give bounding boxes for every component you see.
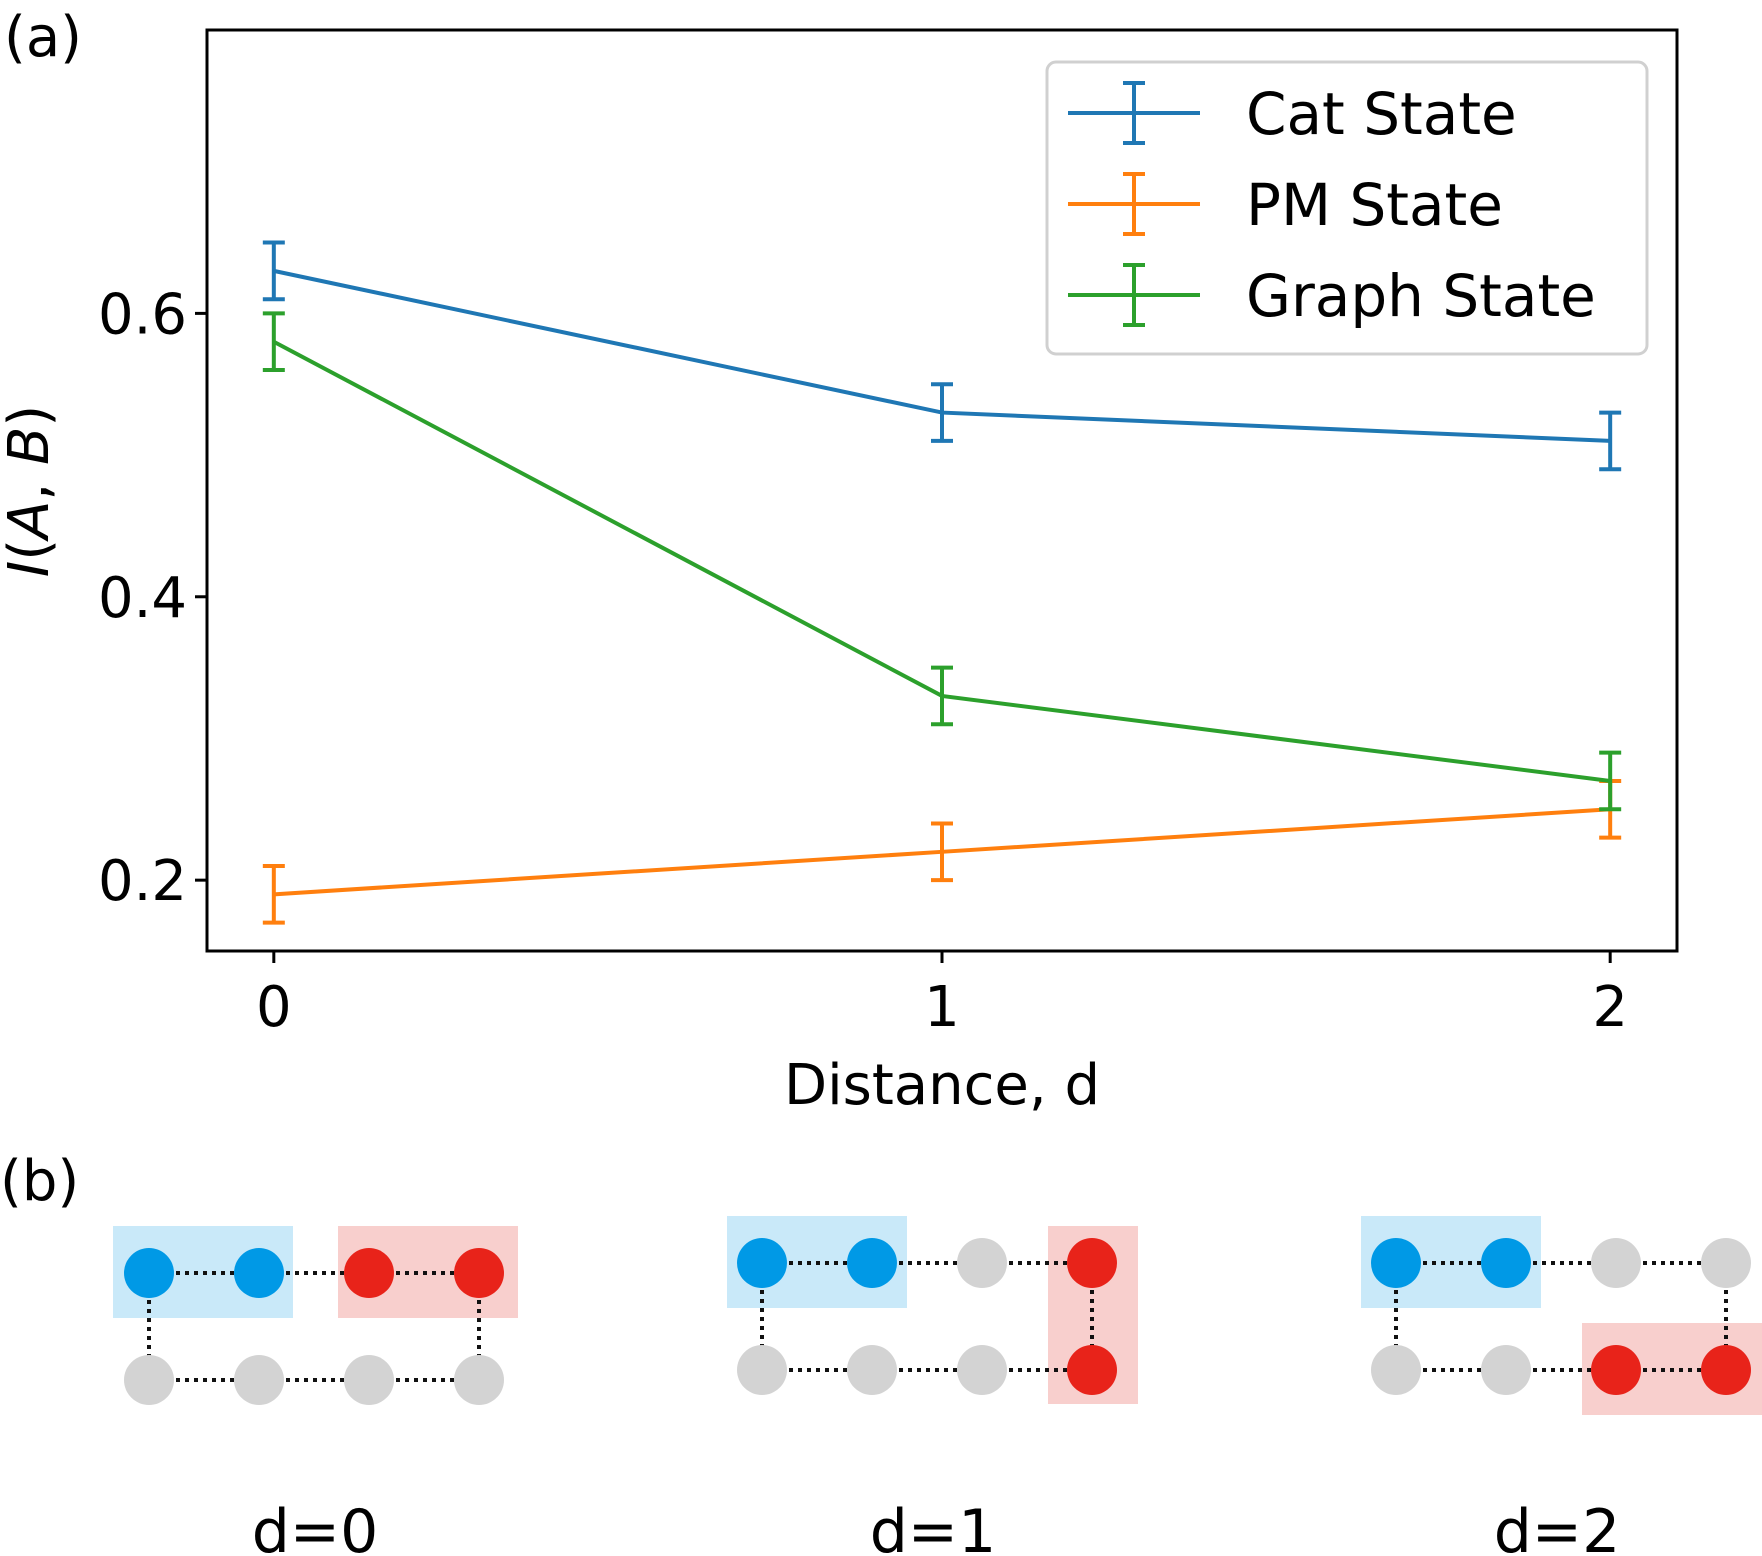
error-bar: [1599, 750, 1622, 812]
x-axis-label: Distance, d: [784, 1053, 1100, 1118]
y-tick-label: 0.4: [98, 566, 187, 631]
subsystem-b-node: [454, 1248, 504, 1298]
subsystem-b-node: [1701, 1345, 1751, 1395]
legend-entry: PM State: [1068, 171, 1503, 239]
legend-box: [1045, 60, 1649, 356]
diagram-d1: d=1: [727, 1216, 1138, 1556]
panel-b-label: (b): [0, 1149, 79, 1214]
subsystem-a-node: [847, 1238, 897, 1288]
subsystem-a-node: [1481, 1238, 1531, 1288]
y-tick-label: 0.2: [98, 849, 187, 914]
error-bar: [931, 821, 953, 883]
series-layer: [262, 240, 1622, 925]
y-axis-label-part: B: [0, 427, 62, 465]
axis-ticks: 0 1 2 0.2 0.4 0.6: [98, 282, 1628, 1040]
lattice-node: [737, 1345, 787, 1395]
subsystem-b-node: [344, 1248, 394, 1298]
error-bar: [1599, 410, 1622, 472]
legend-entries: Cat State PM State Graph State: [1068, 80, 1596, 330]
error-bar: [931, 665, 953, 727]
lattice-node: [957, 1345, 1007, 1395]
subsystem-a-node: [737, 1238, 787, 1288]
legend: Cat State PM State Graph State: [1045, 60, 1649, 356]
lattice-node: [454, 1355, 504, 1405]
lattice-node: [344, 1355, 394, 1405]
diagram-d0: d=0: [113, 1226, 518, 1556]
subsystem-b-node: [1067, 1345, 1117, 1395]
line-chart: 0 1 2 0.2 0.4 0.6 Distance, d I(A, B) Cat Sta…: [0, 28, 1679, 1118]
x-tick-label: 2: [1592, 975, 1628, 1040]
subsystem-a-node: [124, 1248, 174, 1298]
diagram-caption: d=0: [252, 1497, 379, 1556]
error-bar: [262, 240, 285, 302]
legend-label: PM State: [1246, 171, 1503, 239]
y-axis-label-part: (: [0, 539, 62, 561]
lattice-node: [957, 1238, 1007, 1288]
subsystem-b-node: [1591, 1345, 1641, 1395]
diagram-d2: d=2: [1361, 1216, 1762, 1556]
lattice-node: [1701, 1238, 1751, 1288]
lattice-node: [847, 1345, 897, 1395]
legend-entry: Cat State: [1068, 80, 1517, 148]
legend-label: Cat State: [1246, 80, 1517, 148]
lattice-node: [1371, 1345, 1421, 1395]
lattice-diagrams: d=0 d=1 d=2: [113, 1216, 1762, 1556]
lattice-node: [124, 1355, 174, 1405]
diagram-caption: d=1: [870, 1497, 997, 1556]
lattice-node: [1481, 1345, 1531, 1395]
y-tick-label: 0.6: [98, 282, 187, 347]
subsystem-b-node: [1067, 1238, 1117, 1288]
series-cat-state: [262, 240, 1622, 472]
y-axis-label-part: I: [0, 561, 62, 578]
x-tick-label: 0: [256, 975, 292, 1040]
y-axis-label: I(A, B): [0, 405, 62, 578]
lattice-node: [1591, 1238, 1641, 1288]
error-bar: [262, 863, 285, 925]
subsystem-a-node: [1371, 1238, 1421, 1288]
series-graph-state: [262, 311, 1622, 812]
legend-entry: Graph State: [1068, 262, 1596, 330]
legend-label: Graph State: [1246, 262, 1596, 330]
y-axis-label-part: ): [0, 405, 62, 427]
error-bar: [931, 382, 953, 443]
lattice-node: [234, 1355, 284, 1405]
y-axis-label-part: ,: [0, 465, 62, 501]
subsystem-a-node: [234, 1248, 284, 1298]
y-axis-label-part: A: [0, 501, 62, 542]
series-pm-state: [262, 778, 1622, 925]
diagram-caption: d=2: [1494, 1497, 1621, 1556]
x-tick-label: 1: [924, 975, 960, 1040]
error-bar: [262, 311, 285, 373]
panel-a-label: (a): [4, 5, 82, 70]
